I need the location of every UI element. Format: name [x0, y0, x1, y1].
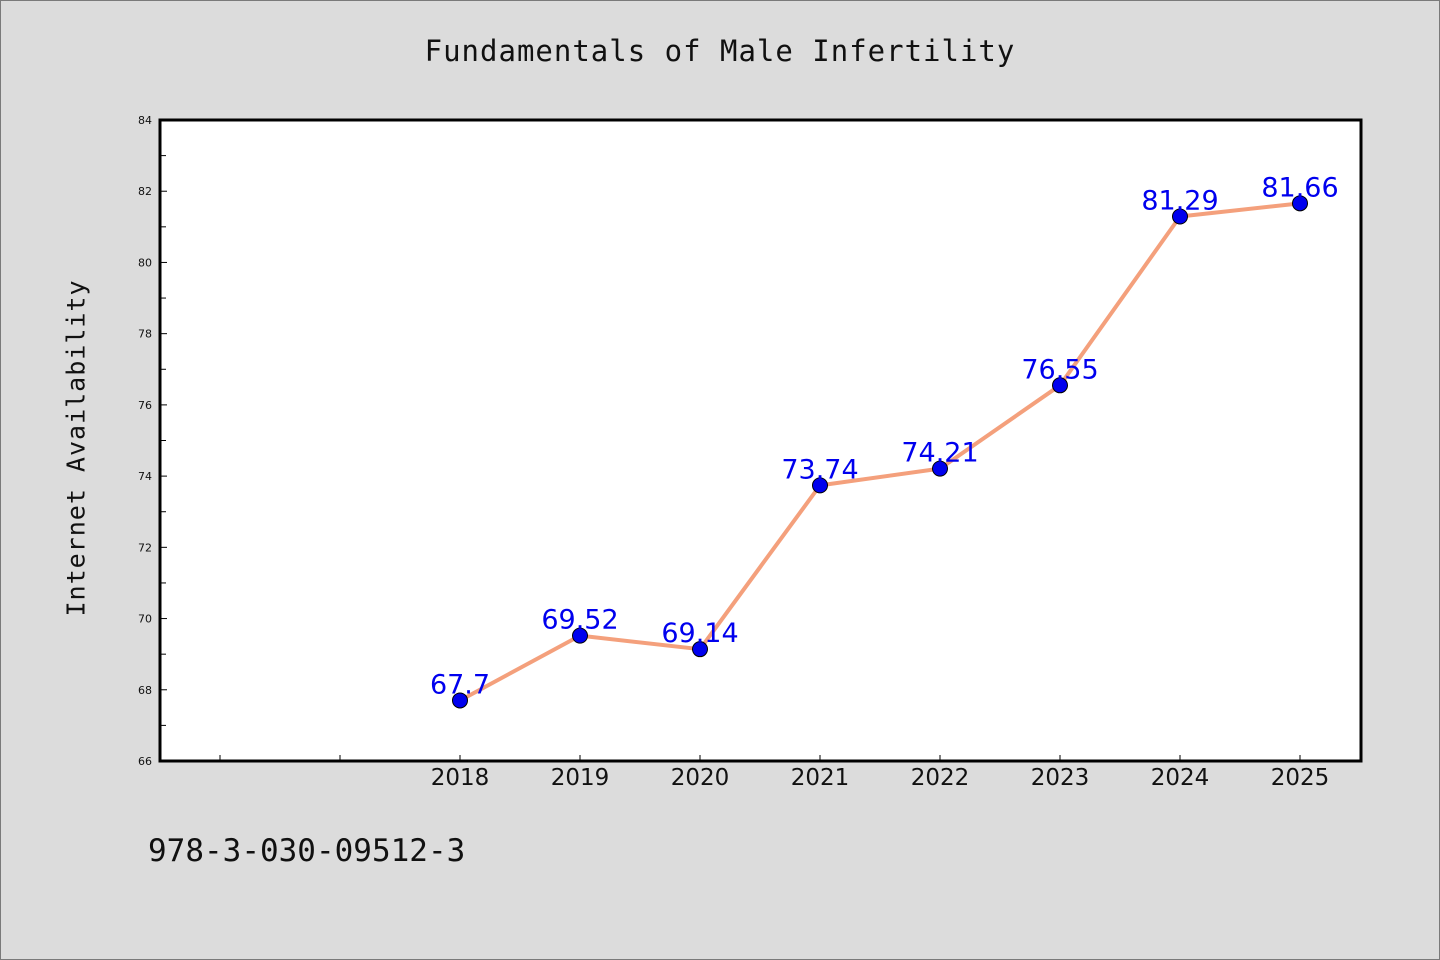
y-tick-label: 70 — [138, 613, 152, 626]
y-tick-label: 72 — [138, 541, 152, 554]
y-tick-label: 74 — [138, 470, 152, 483]
y-axis: 66 68 70 72 74 76 78 80 82 84 — [138, 114, 167, 768]
data-point — [1292, 195, 1308, 212]
x-tick-label: 2019 — [551, 765, 610, 791]
data-label: 74.21 — [901, 438, 978, 469]
y-tick-label: 80 — [138, 256, 152, 269]
x-tick-label: 2023 — [1031, 765, 1090, 791]
data-point — [932, 460, 948, 477]
data-label: 69.14 — [661, 618, 738, 649]
series-layer: 67.7 69.52 69.14 73.74 74.21 76.55 81.29 81.66 — [430, 172, 1339, 709]
series-line — [459, 201, 1301, 703]
y-tick-label: 76 — [138, 399, 152, 412]
y-tick-label: 68 — [138, 684, 152, 697]
data-point — [692, 641, 708, 658]
x-axis: 2018 2019 2020 2021 2022 2023 2024 2025 — [219, 755, 1330, 791]
x-tick-label: 2018 — [431, 765, 490, 791]
data-label: 67.7 — [430, 669, 490, 700]
x-tick-label: 2024 — [1151, 765, 1210, 791]
data-label: 81.29 — [1141, 186, 1218, 217]
footer-code: 978-3-030-09512-3 — [148, 833, 466, 869]
y-tick-label: 84 — [138, 114, 152, 127]
plot-area — [158, 118, 1363, 763]
data-point — [452, 692, 468, 709]
data-point — [1052, 377, 1068, 394]
x-tick-label: 2022 — [911, 765, 970, 791]
y-tick-label: 78 — [138, 328, 152, 341]
x-tick-label: 2020 — [671, 765, 730, 791]
y-tick-label: 82 — [138, 185, 152, 198]
data-point — [572, 627, 588, 644]
chart-title: Fundamentals of Male Infertility — [424, 34, 1016, 68]
data-label: 73.74 — [781, 454, 858, 485]
data-label: 76.55 — [1021, 354, 1098, 385]
x-tick-label: 2021 — [791, 765, 850, 791]
data-point — [1172, 208, 1188, 225]
y-tick-label: 66 — [138, 755, 152, 768]
data-point — [812, 477, 828, 494]
data-label: 81.66 — [1261, 172, 1338, 203]
x-tick-label: 2025 — [1271, 765, 1330, 791]
data-label: 69.52 — [541, 605, 618, 636]
